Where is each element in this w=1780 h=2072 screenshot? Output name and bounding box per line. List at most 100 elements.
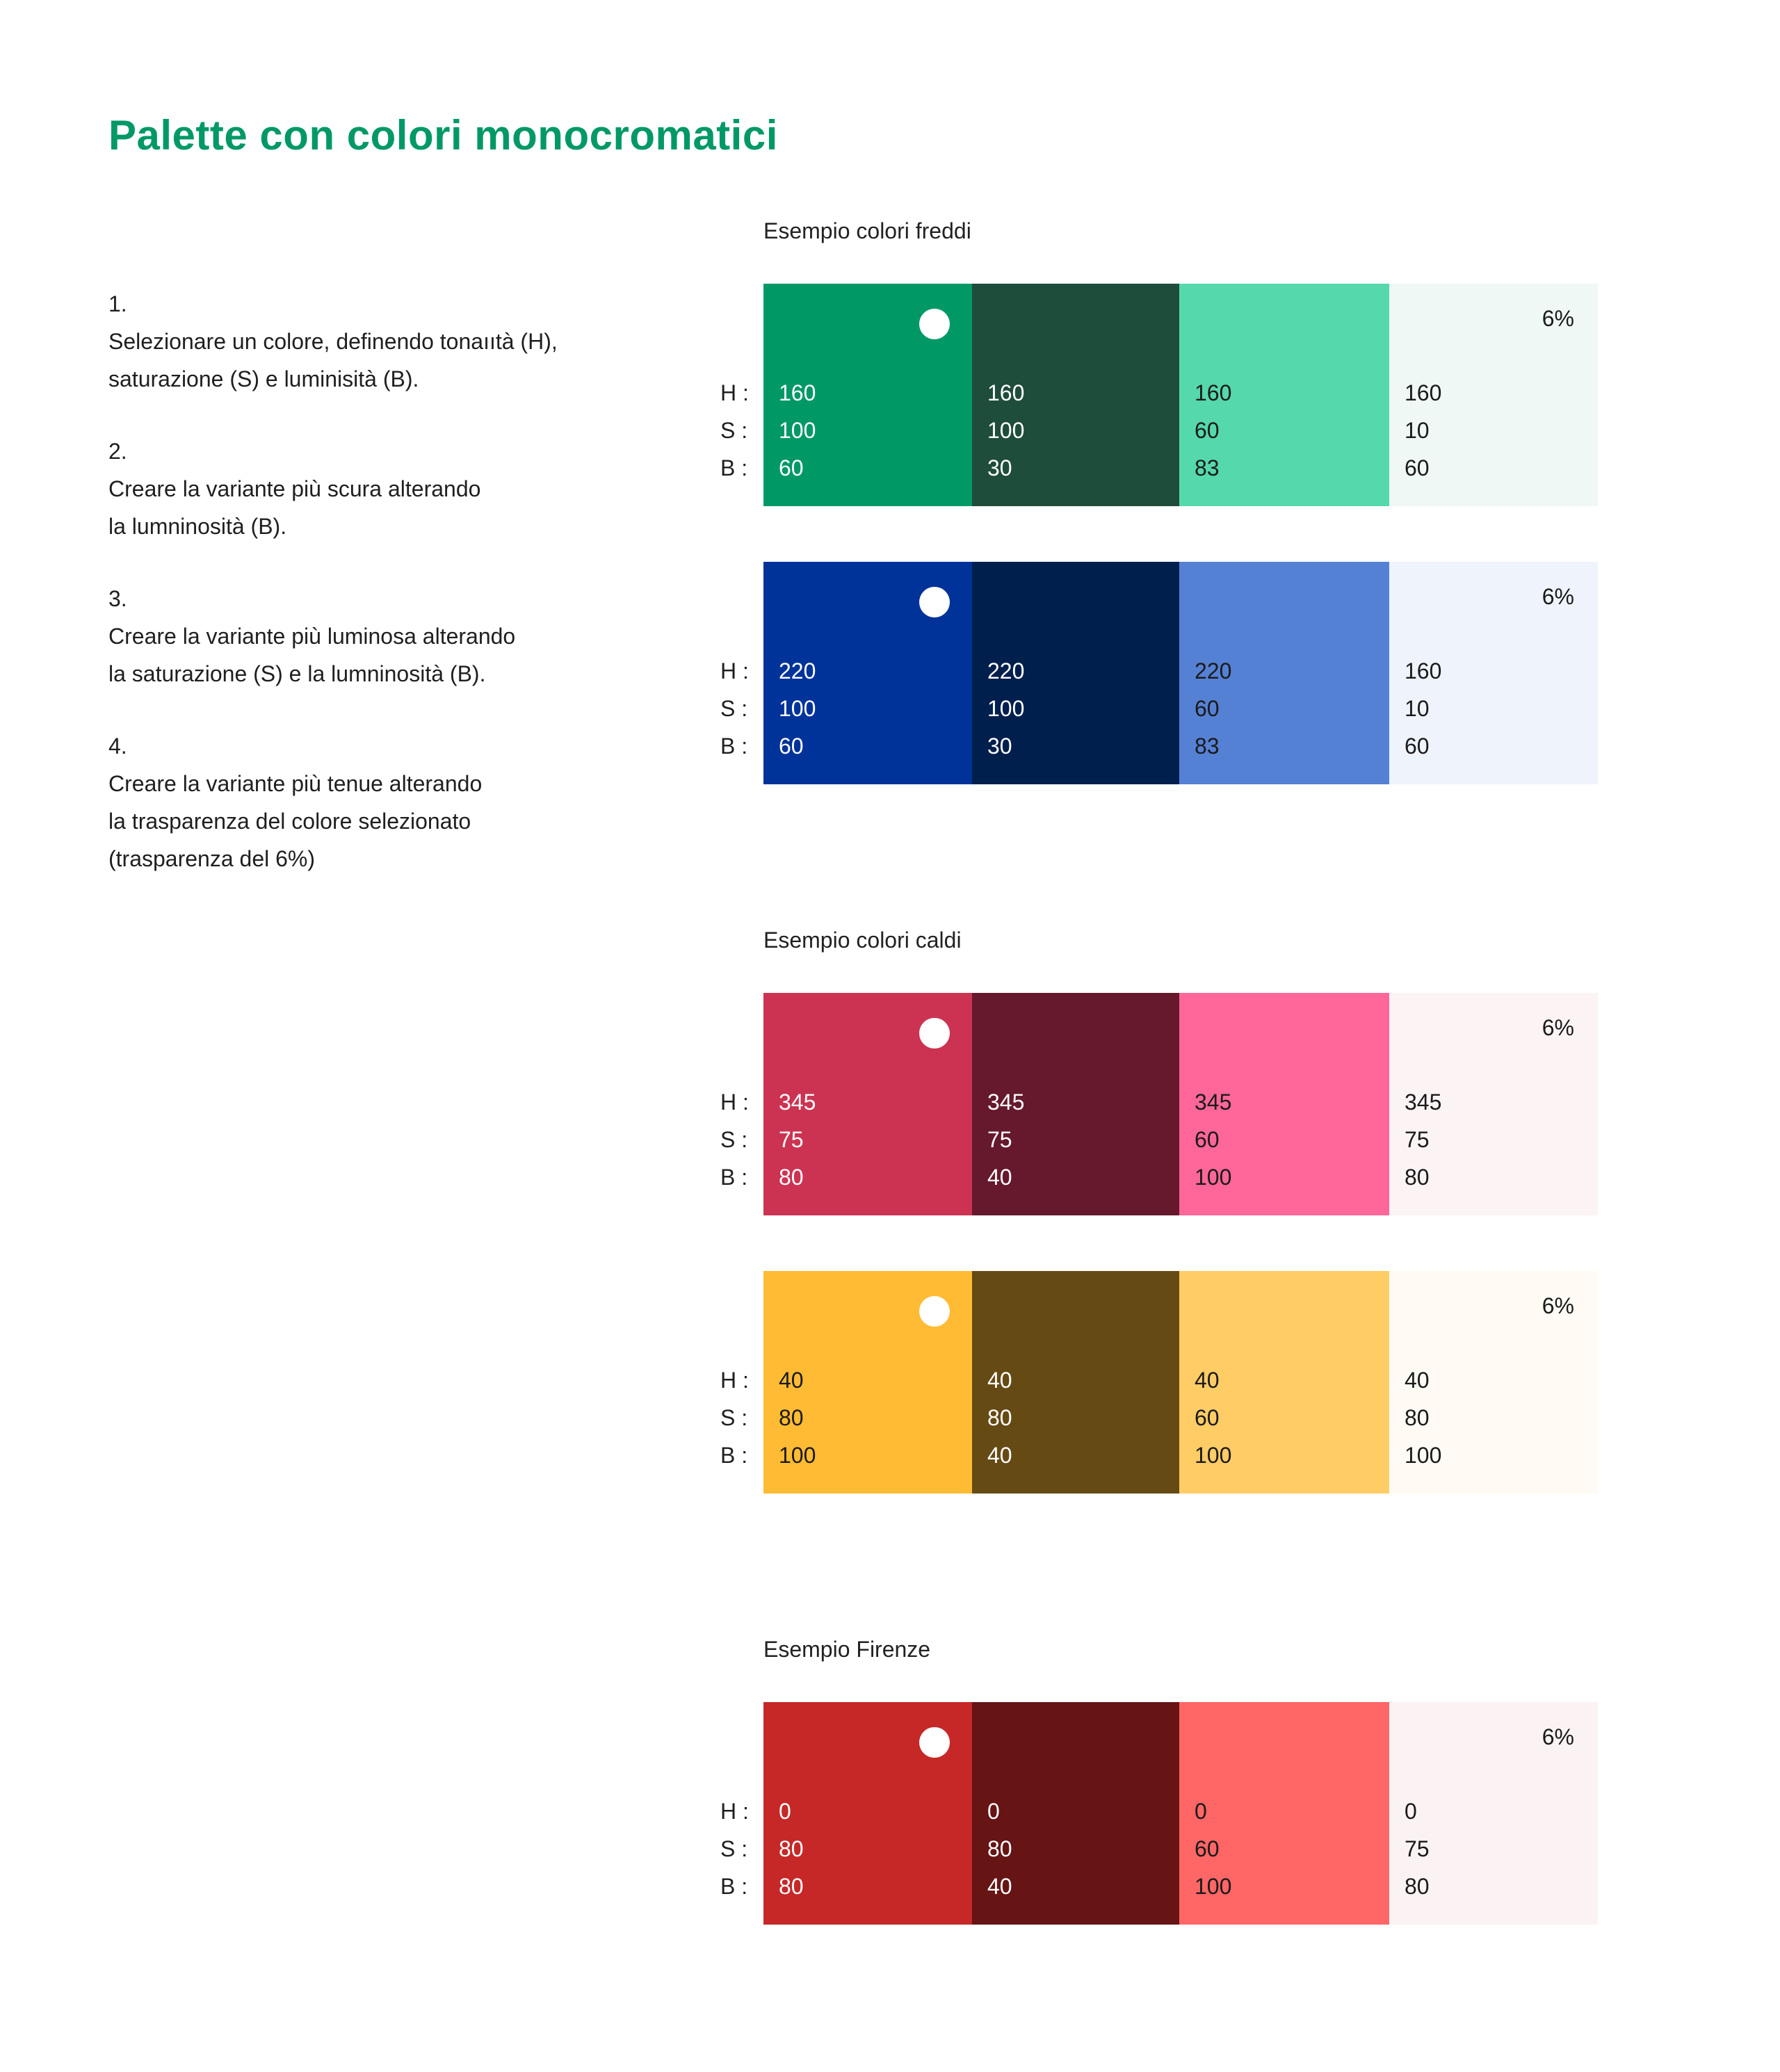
hue-value: 345 <box>1195 1090 1232 1115</box>
saturation-value: 10 <box>1405 696 1430 721</box>
step-text-line: la trasparenza del colore selezionato <box>108 809 471 834</box>
hsb-values: 0 75 80 <box>1405 1792 1430 1905</box>
transparency-label: 6% <box>1542 1724 1574 1749</box>
step-text-line: Creare la variante più scura alterando <box>108 476 481 501</box>
s-label: S : <box>720 1127 748 1152</box>
saturation-value: 80 <box>779 1405 804 1430</box>
hsb-labels: H : S : B : <box>720 1792 762 1905</box>
saturation-value: 75 <box>1405 1127 1430 1152</box>
brightness-value: 40 <box>987 1165 1012 1190</box>
hue-value: 160 <box>779 380 816 405</box>
color-swatch: 0 80 40 <box>972 1702 1179 1925</box>
h-label: H : <box>720 1090 749 1115</box>
transparency-label: 6% <box>1542 1015 1574 1040</box>
palette-green: H :S :B :160 100 60 160 100 30 160 60 83 6% 160 10 6… <box>709 284 1599 506</box>
s-label: S : <box>720 1836 748 1861</box>
color-swatch: 160 60 83 <box>1179 284 1389 506</box>
brightness-value: 30 <box>987 734 1012 759</box>
saturation-value: 60 <box>1195 1127 1220 1152</box>
hsb-values: 345 75 80 <box>779 1083 816 1196</box>
hue-value: 0 <box>987 1799 1000 1824</box>
step-text-line: saturazione (S) e luminisità (B). <box>108 366 419 391</box>
s-label: S : <box>720 418 748 443</box>
brightness-value: 80 <box>1405 1165 1430 1190</box>
hsb-values: 345 60 100 <box>1195 1083 1231 1196</box>
section-title-firenze: Esempio Firenze <box>763 1637 931 1662</box>
step-text-line: la saturazione (S) e la lumninosità (B). <box>108 661 486 686</box>
saturation-value: 100 <box>987 418 1025 443</box>
hue-value: 220 <box>1195 658 1232 683</box>
brightness-value: 60 <box>1405 734 1430 759</box>
saturation-value: 10 <box>1405 418 1430 443</box>
hsb-values: 345 75 80 <box>1405 1083 1441 1196</box>
color-swatch: 220 100 30 <box>972 562 1179 784</box>
color-swatch: 40 60 100 <box>1179 1271 1389 1494</box>
brightness-value: 100 <box>1195 1443 1232 1468</box>
brightness-value: 60 <box>779 734 804 759</box>
hsb-labels: H : S : B : <box>720 1083 762 1196</box>
color-swatch: 345 75 80 <box>763 993 972 1215</box>
brightness-value: 83 <box>1195 734 1220 759</box>
brightness-value: 100 <box>1195 1874 1232 1899</box>
hue-value: 40 <box>779 1368 804 1393</box>
hue-value: 160 <box>1405 658 1442 683</box>
saturation-value: 80 <box>779 1836 804 1861</box>
brightness-value: 100 <box>779 1443 816 1468</box>
swatch-row: 0 80 80 0 80 40 0 60 100 6% 0 75 80 <box>763 1702 1598 1925</box>
hsb-labels: H : S : B : <box>720 374 762 487</box>
palette-blue: H :S :B :220 100 60 220 100 30 220 60 83 6% 160 10 6… <box>709 562 1599 784</box>
hsb-labels: H : S : B : <box>720 1361 762 1474</box>
saturation-value: 60 <box>1195 1836 1220 1861</box>
step-text-line: (trasparenza del 6%) <box>108 846 316 871</box>
b-label: B : <box>720 1874 748 1899</box>
b-label: B : <box>720 455 748 480</box>
saturation-value: 75 <box>1405 1836 1430 1861</box>
color-swatch: 0 80 80 <box>763 1702 972 1925</box>
color-swatch: 40 80 40 <box>972 1271 1179 1494</box>
swatch-row: 345 75 80 345 75 40 345 60 100 6% 345 75 80 <box>763 993 1598 1215</box>
section-title-warm: Esempio colori caldi <box>763 928 962 953</box>
hsb-values: 160 100 60 <box>779 374 816 487</box>
color-swatch: 40 80 100 <box>763 1271 972 1494</box>
selected-dot-icon <box>919 1018 950 1049</box>
hue-value: 160 <box>1405 380 1442 405</box>
hsb-values: 40 80 100 <box>1405 1361 1441 1474</box>
swatch-row: 40 80 100 40 80 40 40 60 100 6% 40 80 100 <box>763 1271 1598 1494</box>
h-label: H : <box>720 380 749 405</box>
hsb-values: 0 60 100 <box>1195 1792 1231 1905</box>
hsb-values: 40 80 100 <box>779 1361 816 1474</box>
swatch-row: 160 100 60 160 100 30 160 60 83 6% 160 10 60 <box>763 284 1598 506</box>
hsb-values: 160 100 30 <box>987 374 1024 487</box>
hsb-values: 0 80 40 <box>987 1792 1012 1905</box>
hue-value: 345 <box>779 1090 816 1115</box>
hue-value: 345 <box>1405 1090 1442 1115</box>
color-swatch: 160 100 60 <box>763 284 972 506</box>
b-label: B : <box>720 734 748 759</box>
hsb-values: 160 10 60 <box>1405 374 1441 487</box>
page-title: Palette con colori monocromatici <box>108 112 778 159</box>
s-label: S : <box>720 696 748 721</box>
brightness-value: 83 <box>1195 455 1220 480</box>
step-text-line: Creare la variante più tenue alterando <box>108 771 483 796</box>
swatch-row: 220 100 60 220 100 30 220 60 83 6% 160 10 60 <box>763 562 1598 784</box>
selected-dot-icon <box>919 1296 950 1327</box>
palette-pink: H : S : B : 345 75 80 345 75 40 345 60 100 6% 345 75 80 <box>709 993 1599 1215</box>
brightness-value: 30 <box>987 455 1012 480</box>
brightness-value: 80 <box>1405 1874 1430 1899</box>
color-swatch: 6% 160 10 60 <box>1389 562 1598 784</box>
hue-value: 0 <box>1195 1799 1207 1824</box>
hue-value: 0 <box>779 1799 791 1824</box>
color-swatch: 6% 0 75 80 <box>1389 1702 1598 1925</box>
instructions: 1. Selezionare un colore, definendo tona… <box>108 285 665 912</box>
color-swatch: 220 100 60 <box>763 562 972 784</box>
saturation-value: 100 <box>779 418 816 443</box>
color-swatch: 345 75 40 <box>972 993 1179 1215</box>
brightness-value: 40 <box>987 1443 1012 1468</box>
color-swatch: 6% 40 80 100 <box>1389 1271 1598 1494</box>
hsb-values: 160 60 83 <box>1195 374 1231 487</box>
transparency-label: 6% <box>1542 584 1574 609</box>
hue-value: 40 <box>1195 1368 1220 1393</box>
hue-value: 220 <box>779 658 816 683</box>
saturation-value: 75 <box>987 1127 1012 1152</box>
hue-value: 40 <box>987 1368 1012 1393</box>
